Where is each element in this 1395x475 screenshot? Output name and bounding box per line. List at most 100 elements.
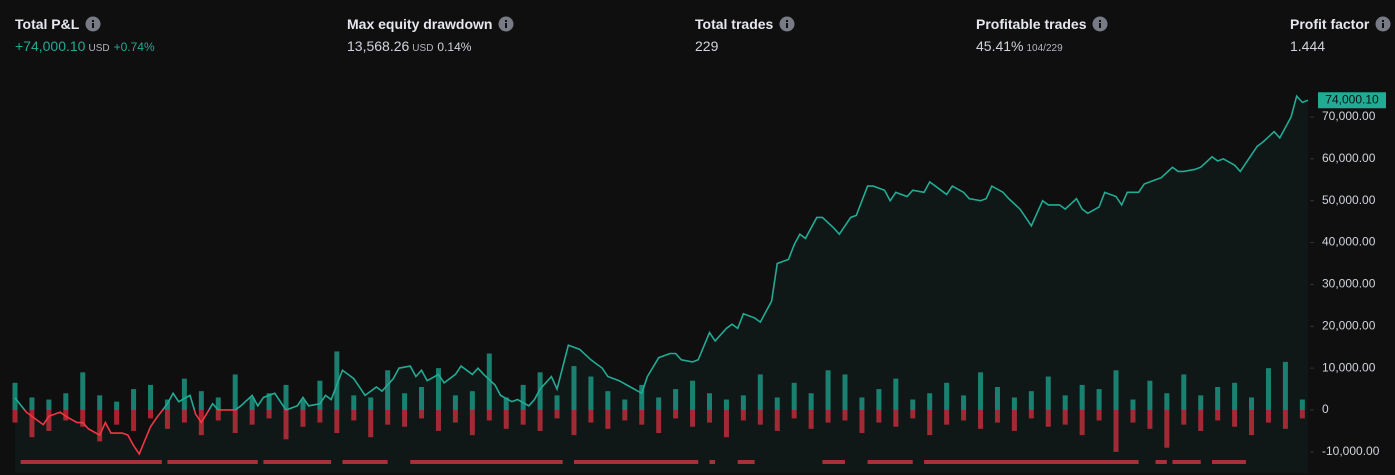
drawdown-period: [1212, 460, 1246, 464]
pnl-bar: [266, 393, 272, 411]
pnl-bar: [402, 393, 408, 411]
pnl-bar: [622, 410, 628, 421]
pnl-bar: [181, 378, 187, 411]
pnl-bar: [1096, 410, 1102, 421]
pnl-bar: [1299, 399, 1305, 411]
info-icon[interactable]: [85, 16, 101, 32]
pnl-bar: [571, 410, 577, 436]
pnl-bar: [1028, 410, 1034, 419]
pnl-bar: [1079, 410, 1085, 436]
y-tick-label: 60,000.00: [1322, 151, 1376, 165]
info-icon[interactable]: [779, 16, 795, 32]
drawdown-period: [1172, 460, 1201, 464]
pnl-bar: [961, 410, 967, 421]
pnl-bar: [232, 374, 238, 411]
pnl-bar: [249, 397, 255, 411]
metric-unit: USD: [412, 43, 434, 54]
pnl-bar: [215, 410, 221, 421]
pnl-bar: [486, 410, 492, 421]
pnl-bar: [12, 382, 18, 411]
pnl-bar: [80, 372, 86, 411]
pnl-bar: [706, 393, 712, 411]
pnl-bar: [46, 399, 52, 411]
pnl-bar: [334, 410, 340, 434]
pnl-bar: [1113, 370, 1119, 411]
pnl-bar: [876, 389, 882, 411]
pnl-bar: [249, 410, 255, 425]
pnl-bar: [385, 410, 391, 425]
y-tick-label: 40,000.00: [1322, 235, 1376, 249]
pnl-bar: [520, 384, 526, 411]
pnl-bar: [402, 410, 408, 427]
pnl-bar: [63, 410, 69, 421]
info-icon[interactable]: [1092, 16, 1108, 32]
y-tick-label: 10,000.00: [1322, 360, 1376, 374]
pnl-bar: [334, 351, 340, 411]
pnl-bar: [1062, 410, 1068, 425]
pnl-bar: [435, 410, 441, 431]
pnl-bar: [1011, 410, 1017, 431]
pnl-bar: [317, 380, 323, 411]
pnl-bar: [283, 410, 289, 440]
drawdown-period: [342, 460, 388, 464]
pnl-bar: [97, 395, 103, 411]
pnl-bar: [808, 393, 814, 411]
pnl-bar: [1147, 410, 1153, 429]
pnl-bar: [80, 410, 86, 427]
pnl-bar: [978, 372, 984, 411]
y-tick-label: 50,000.00: [1322, 193, 1376, 207]
metric-extra: +0.74%: [113, 40, 155, 54]
pnl-bar: [1181, 374, 1187, 411]
metric: Max equity drawdown 13,568.26 USD 0.14%: [347, 16, 514, 54]
pnl-bar: [1130, 399, 1136, 411]
pnl-bar: [503, 410, 509, 429]
pnl-bar: [825, 370, 831, 411]
pnl-bar: [673, 410, 679, 419]
pnl-bar: [317, 410, 323, 423]
drawdown-period: [709, 460, 716, 464]
pnl-bar: [1079, 384, 1085, 411]
pnl-bar: [97, 410, 103, 442]
pnl-bar: [859, 397, 865, 411]
pnl-bar: [808, 410, 814, 429]
pnl-bar: [740, 395, 746, 411]
pnl-bar: [774, 397, 780, 411]
metric: Total trades 229: [695, 16, 795, 54]
pnl-bar: [842, 374, 848, 411]
pnl-bar: [452, 410, 458, 423]
y-tick-label: 20,000.00: [1322, 318, 1376, 332]
pnl-bar: [435, 368, 441, 411]
pnl-bar: [910, 399, 916, 411]
metric-value: +74,000.10: [15, 38, 86, 54]
equity-line: [14, 94, 1309, 411]
equity-area: [15, 96, 1308, 473]
pnl-bar: [605, 391, 611, 411]
metric-label: Total trades: [695, 16, 774, 32]
drawdown-period: [1155, 460, 1167, 464]
pnl-bar: [215, 397, 221, 411]
pnl-bar: [300, 399, 306, 411]
pnl-bar: [1045, 410, 1051, 427]
pnl-bar: [1164, 410, 1170, 448]
y-tick-label: -10,000.00: [1322, 444, 1380, 458]
pnl-bar: [164, 410, 170, 429]
pnl-bar: [961, 395, 967, 411]
y-tick-label: 0: [1322, 402, 1329, 416]
pnl-bar: [63, 393, 69, 411]
drawdown-period: [167, 460, 258, 464]
info-icon[interactable]: [1375, 16, 1391, 32]
drawdown-period: [924, 460, 1139, 464]
pnl-bar: [656, 410, 662, 434]
pnl-bar: [486, 353, 492, 411]
pnl-bar: [639, 410, 645, 425]
metric-extra: 0.14%: [437, 40, 472, 54]
metric: Profitable trades 45.41% 104/229: [976, 16, 1108, 54]
info-icon[interactable]: [498, 16, 514, 32]
pnl-bar: [537, 410, 543, 431]
pnl-bar: [910, 410, 916, 419]
pnl-bar: [46, 410, 52, 431]
pnl-bar: [656, 397, 662, 411]
pnl-bar: [1232, 382, 1238, 411]
pnl-bar: [266, 410, 272, 419]
pnl-bar: [825, 410, 831, 423]
